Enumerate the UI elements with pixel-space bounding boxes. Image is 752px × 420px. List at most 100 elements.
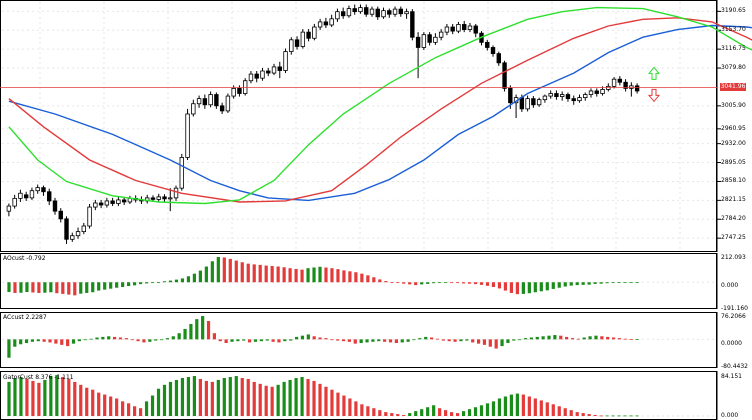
ao-bar — [318, 266, 322, 283]
gator-bar — [414, 411, 418, 416]
ac-bar — [195, 319, 199, 340]
candle-bull — [404, 11, 409, 15]
ac-bar — [430, 337, 434, 340]
price-axis-label: 3153.70 — [721, 26, 746, 34]
gator-bar — [408, 413, 412, 416]
ac-bar — [500, 339, 504, 347]
ao-bar — [617, 282, 621, 284]
gator-bar — [294, 377, 298, 416]
gator-bar — [67, 378, 71, 416]
gator-bar — [13, 377, 17, 416]
gator-bar — [312, 380, 316, 416]
candle-bear — [571, 98, 576, 102]
gator-bar — [563, 408, 567, 416]
candle-bull — [444, 26, 450, 33]
ao-bar — [497, 282, 502, 289]
candle-bull — [173, 187, 179, 199]
ac-bar — [412, 339, 416, 341]
ao-pane[interactable] — [0, 253, 752, 309]
gator-bar — [491, 401, 496, 416]
candle-bear — [565, 94, 571, 100]
gator-bar — [240, 377, 244, 416]
ao-bar — [115, 282, 119, 288]
ac-histogram[interactable] — [0, 312, 752, 368]
ac-bar — [201, 316, 205, 340]
candle-bull — [542, 95, 548, 101]
gator-pane[interactable] — [0, 371, 752, 420]
ac-bar — [418, 338, 422, 340]
price-axis-label: 3079.80 — [721, 64, 746, 72]
ac-bar — [529, 337, 533, 340]
candle-bear — [352, 8, 357, 13]
ac-bar — [629, 339, 633, 340]
gator-bar — [198, 378, 202, 416]
candle-bear — [427, 34, 432, 43]
ac-bar — [588, 336, 592, 340]
ac-bar — [306, 334, 310, 340]
ao-bar — [575, 282, 579, 286]
gator-bar — [330, 389, 334, 416]
gator-histogram[interactable] — [0, 371, 752, 420]
gator-bar — [216, 379, 220, 416]
ac-bar — [95, 337, 99, 340]
candle-bull — [438, 31, 444, 38]
ao-bar — [144, 282, 149, 284]
gator-bar — [611, 415, 615, 417]
gator-bar — [246, 378, 250, 416]
ac-bar — [336, 339, 340, 341]
gator-bar — [444, 410, 448, 416]
gator-bar — [348, 398, 352, 416]
gator-bar — [7, 381, 11, 416]
ao-bar — [515, 282, 519, 295]
ac-bar — [365, 339, 369, 343]
ao-bar — [174, 279, 179, 283]
ac-bar — [512, 339, 516, 341]
ac-bar — [89, 338, 93, 340]
ac-bar — [154, 339, 158, 341]
ao-bar — [276, 266, 280, 283]
gator-bar — [575, 412, 579, 416]
ac-pane[interactable] — [0, 312, 752, 368]
ao-bar — [186, 276, 191, 283]
ao-bar — [599, 282, 603, 284]
candle-bear — [450, 26, 455, 32]
ao-bar — [479, 282, 484, 285]
ac-bar — [259, 339, 263, 342]
price-chart[interactable] — [0, 0, 752, 252]
ao-bar — [545, 282, 549, 291]
gator-bar — [402, 415, 406, 416]
gator-bar — [336, 392, 340, 416]
candle-bear — [496, 53, 501, 64]
price-pane[interactable] — [0, 0, 752, 252]
candle-bear — [375, 8, 380, 18]
ac-bar — [476, 339, 481, 344]
ac-bar — [576, 338, 580, 340]
gator-bar — [503, 396, 508, 416]
gator-bar — [461, 411, 466, 416]
ac-bar — [130, 339, 134, 341]
ac-bar — [107, 336, 111, 340]
gator-bar — [467, 409, 472, 416]
candle-bull — [225, 95, 231, 112]
gator-bar — [623, 415, 627, 417]
ao-bar — [336, 269, 340, 283]
gator-bar — [288, 379, 292, 416]
gator-bar — [156, 388, 161, 416]
gator-bar — [144, 401, 149, 416]
gator-bar — [605, 415, 609, 417]
ac-bar — [142, 339, 146, 343]
gator-bar — [432, 405, 436, 416]
ac-bar — [559, 335, 563, 340]
ac-bar — [341, 339, 346, 342]
ac-bar — [42, 339, 46, 342]
gator-bar — [354, 401, 358, 416]
gator-bar — [25, 378, 29, 416]
candle-bear — [47, 191, 52, 202]
candle-bull — [70, 235, 75, 240]
gator-bar — [497, 398, 502, 416]
ao-histogram[interactable] — [0, 253, 752, 309]
candle-bear — [266, 70, 271, 74]
ac-bar — [77, 339, 81, 342]
ao-bar — [180, 278, 185, 283]
ac-bar — [535, 336, 539, 340]
